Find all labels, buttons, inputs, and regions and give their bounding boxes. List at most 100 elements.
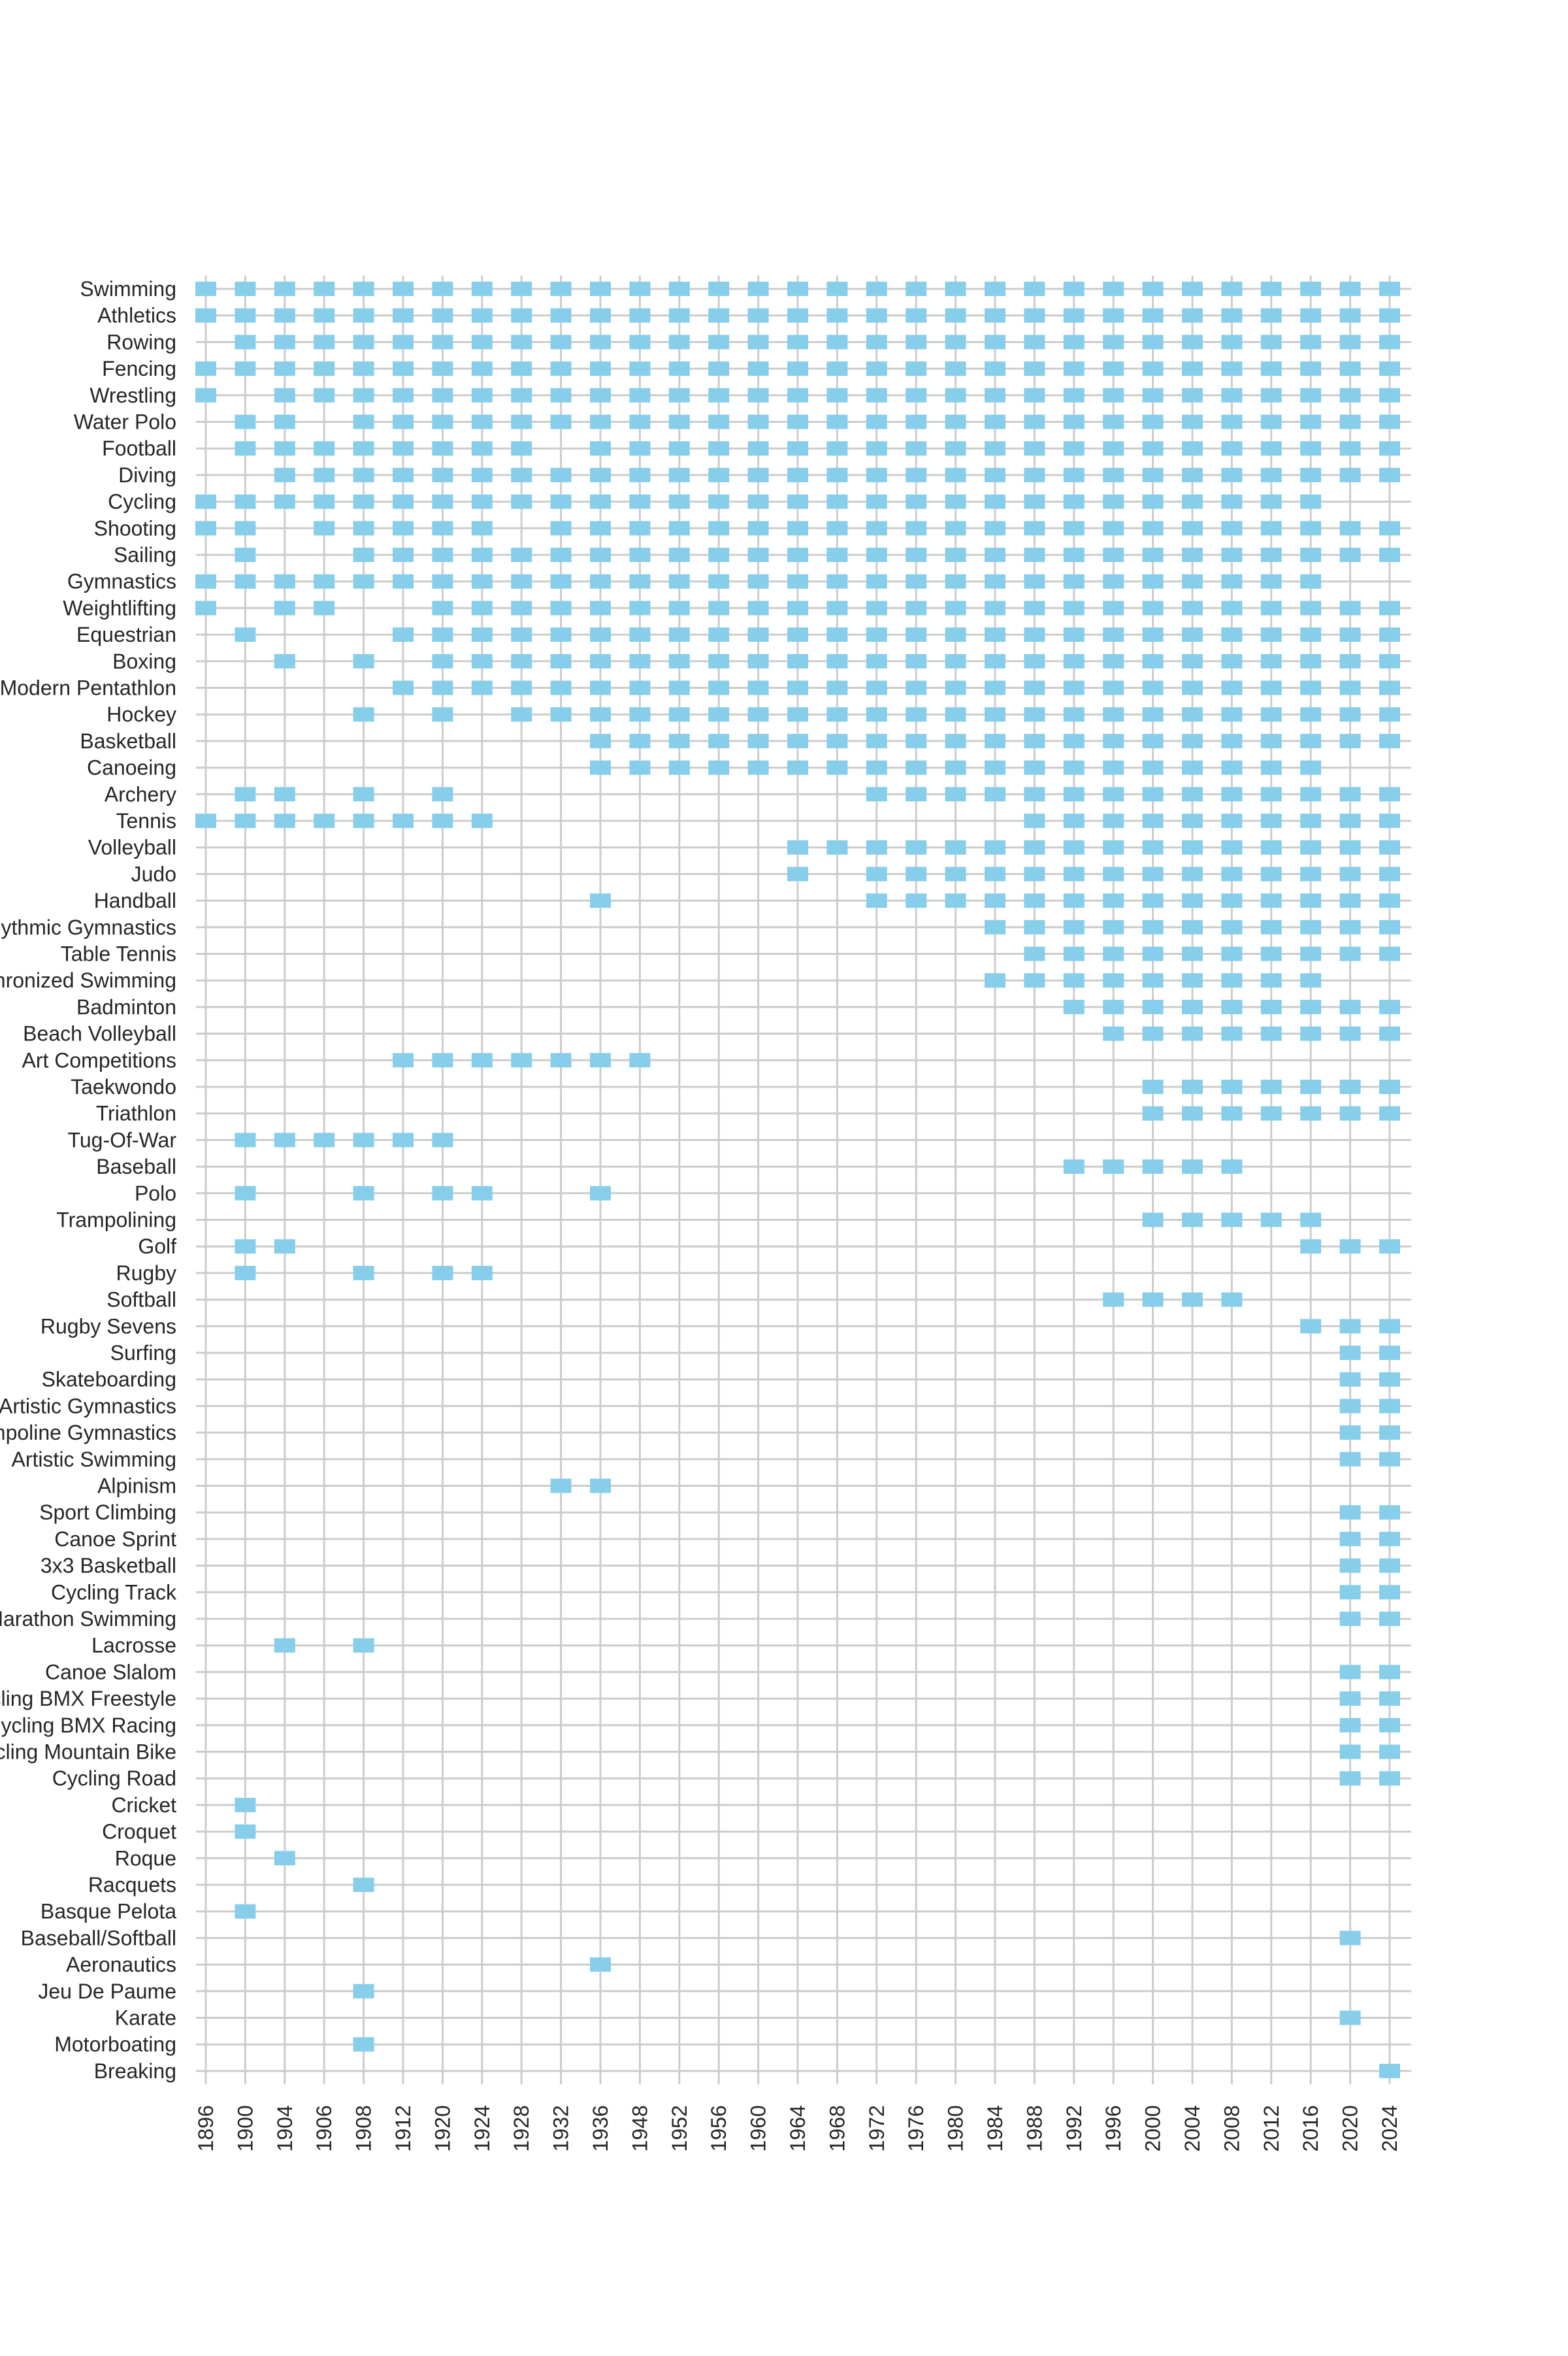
- sport-label: Badminton: [76, 995, 176, 1019]
- participation-mark: [668, 760, 690, 775]
- participation-mark: [1142, 601, 1164, 616]
- participation-mark: [1063, 920, 1085, 935]
- participation-mark: [668, 627, 690, 642]
- participation-mark: [1182, 308, 1203, 323]
- participation-mark: [747, 282, 769, 296]
- participation-mark: [590, 1186, 611, 1201]
- participation-mark: [314, 574, 335, 589]
- participation-mark: [235, 627, 256, 642]
- participation-mark: [1142, 361, 1164, 376]
- year-label: 1928: [510, 2105, 533, 2151]
- participation-mark: [945, 308, 966, 323]
- year-label: 2016: [1299, 2105, 1322, 2151]
- participation-mark: [274, 1239, 295, 1254]
- participation-mark: [906, 707, 927, 722]
- participation-mark: [1063, 414, 1085, 429]
- participation-mark: [1221, 521, 1243, 536]
- year-label: 1980: [944, 2105, 968, 2151]
- participation-mark: [1260, 973, 1282, 988]
- participation-mark: [906, 760, 927, 775]
- participation-mark: [471, 814, 493, 828]
- participation-mark: [314, 1133, 335, 1148]
- participation-mark: [1379, 414, 1400, 429]
- sport-label: Cricket: [111, 1793, 176, 1817]
- participation-mark: [747, 441, 769, 456]
- sport-label: Art Competitions: [22, 1048, 176, 1072]
- participation-mark: [985, 335, 1005, 350]
- participation-mark: [1063, 388, 1085, 403]
- participation-mark: [353, 1186, 374, 1201]
- participation-mark: [1024, 840, 1045, 855]
- participation-mark: [629, 654, 651, 669]
- participation-mark: [1379, 814, 1400, 828]
- participation-mark: [1379, 1558, 1400, 1573]
- participation-mark: [1221, 282, 1243, 296]
- participation-mark: [1379, 787, 1400, 802]
- participation-mark: [1103, 467, 1124, 482]
- participation-mark: [1339, 414, 1361, 429]
- participation-mark: [1063, 893, 1085, 908]
- participation-mark: [274, 308, 295, 323]
- sport-label: Trampoline Gymnastics: [0, 1421, 176, 1444]
- sport-label: Football: [102, 437, 176, 460]
- participation-mark: [1339, 282, 1361, 296]
- participation-mark: [1142, 654, 1164, 669]
- participation-mark: [353, 1133, 374, 1148]
- participation-mark: [1063, 760, 1085, 775]
- participation-mark: [787, 282, 808, 296]
- participation-mark: [590, 414, 611, 429]
- participation-mark: [1063, 680, 1085, 695]
- participation-mark: [1024, 282, 1045, 296]
- participation-mark: [1063, 946, 1085, 961]
- participation-mark: [906, 308, 927, 323]
- participation-mark: [235, 361, 256, 376]
- participation-mark: [511, 361, 532, 376]
- participation-mark: [353, 787, 374, 802]
- participation-mark: [787, 733, 808, 748]
- participation-mark: [1339, 1505, 1361, 1520]
- participation-mark: [787, 388, 808, 403]
- participation-mark: [1024, 867, 1045, 882]
- participation-mark: [314, 388, 335, 403]
- participation-mark: [1221, 814, 1243, 828]
- participation-mark: [1260, 999, 1282, 1014]
- participation-mark: [1182, 680, 1203, 695]
- participation-mark: [353, 441, 374, 456]
- participation-mark: [353, 282, 374, 296]
- participation-mark: [1103, 999, 1124, 1014]
- participation-mark: [1379, 1399, 1400, 1414]
- sport-label: Tug-Of-War: [67, 1128, 176, 1152]
- participation-mark: [1339, 1452, 1361, 1467]
- participation-mark: [550, 680, 572, 695]
- participation-mark: [314, 521, 335, 536]
- participation-mark: [590, 893, 611, 908]
- sport-label: Diving: [118, 463, 176, 487]
- participation-mark: [1221, 308, 1243, 323]
- participation-mark: [432, 574, 453, 589]
- participation-mark: [1339, 654, 1361, 669]
- year-label: 1976: [904, 2105, 928, 2151]
- participation-mark: [353, 2037, 374, 2052]
- participation-mark: [1142, 1212, 1164, 1227]
- participation-mark: [1379, 1717, 1400, 1733]
- participation-mark: [1300, 308, 1322, 323]
- participation-mark: [1142, 388, 1164, 403]
- participation-mark: [235, 574, 256, 589]
- participation-mark: [1182, 388, 1203, 403]
- participation-mark: [985, 414, 1005, 429]
- participation-mark: [629, 467, 651, 482]
- participation-mark: [1300, 1239, 1322, 1254]
- participation-mark: [945, 787, 966, 802]
- participation-mark: [1024, 467, 1045, 482]
- participation-mark: [1103, 867, 1124, 882]
- participation-mark: [1063, 654, 1085, 669]
- participation-mark: [235, 441, 256, 456]
- participation-mark: [235, 521, 256, 536]
- participation-mark: [866, 521, 887, 536]
- participation-mark: [629, 308, 651, 323]
- participation-mark: [1221, 548, 1243, 562]
- participation-mark: [1063, 574, 1085, 589]
- participation-mark: [393, 1053, 414, 1068]
- participation-mark: [432, 548, 453, 562]
- participation-mark: [629, 282, 651, 296]
